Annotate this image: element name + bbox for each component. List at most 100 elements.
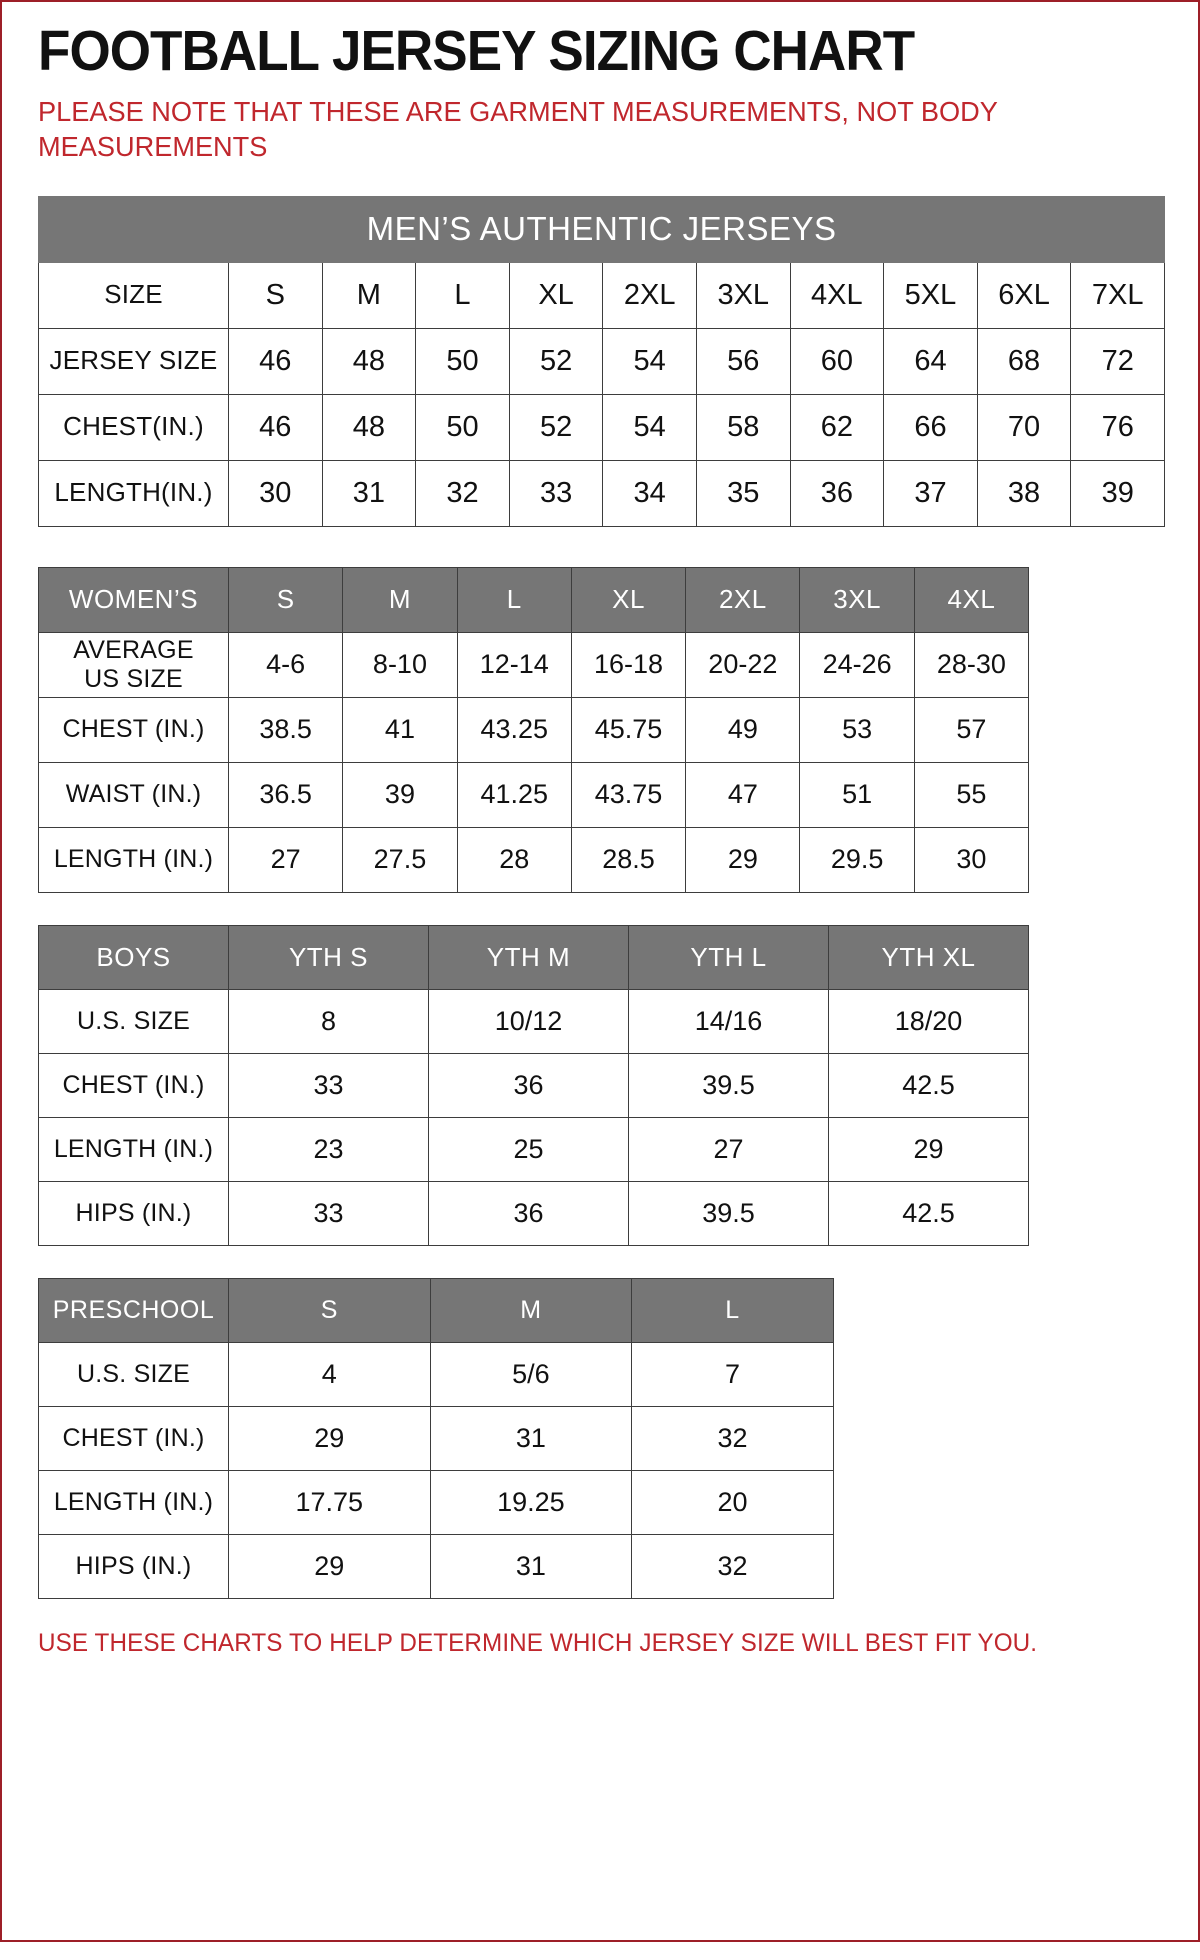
table-cell: 41.25 <box>456 761 572 828</box>
table-cell: 31 <box>429 1533 633 1599</box>
mens-col-6xl: 6XL <box>976 261 1072 329</box>
table-cell: 36 <box>789 459 885 527</box>
womens-row-label-chest: CHEST (IN.) <box>38 696 229 763</box>
table-cell: 30 <box>913 826 1030 893</box>
boys-sizing-table: BOYS YTH S YTH M YTH L YTH XL U.S. SIZE … <box>38 924 1029 1246</box>
table-cell: 66 <box>883 393 978 461</box>
mens-column-header-row: SIZE S M L XL 2XL 3XL 4XL 5XL 6XL 7XL <box>38 261 1166 329</box>
table-cell: 52 <box>508 327 604 395</box>
mens-col-xl: XL <box>508 261 604 329</box>
boys-col-yth-l: YTH L <box>628 924 829 990</box>
preschool-col-s: S <box>228 1277 431 1343</box>
table-cell: 24-26 <box>799 631 915 698</box>
table-row: JERSEY SIZE 46 48 50 52 54 56 60 64 68 7… <box>38 327 1166 395</box>
table-cell: 54 <box>602 393 697 461</box>
table-row: LENGTH (IN.) 17.75 19.25 20 <box>38 1469 834 1535</box>
preschool-sizing-table: PRESCHOOL S M L U.S. SIZE 4 5/6 7 CHEST … <box>38 1277 834 1599</box>
table-cell: 51 <box>799 761 915 828</box>
womens-col-xl: XL <box>570 566 687 633</box>
table-cell: 29 <box>228 1533 431 1599</box>
womens-col-2xl: 2XL <box>685 566 801 633</box>
table-cell: 5/6 <box>429 1341 633 1407</box>
boys-row-header-label: BOYS <box>38 924 229 990</box>
table-cell: 39.5 <box>628 1180 829 1246</box>
table-cell: 32 <box>631 1405 834 1471</box>
table-cell: 57 <box>913 696 1030 763</box>
table-cell: 16-18 <box>570 631 687 698</box>
boys-table-body: BOYS YTH S YTH M YTH L YTH XL U.S. SIZE … <box>38 924 1029 1246</box>
table-cell: 33 <box>508 459 604 527</box>
table-cell: 50 <box>415 327 510 395</box>
preschool-row-label-hips: HIPS (IN.) <box>38 1533 229 1599</box>
womens-row-label-average-us-size: AVERAGE US SIZE <box>38 631 229 698</box>
boys-row-label-chest: CHEST (IN.) <box>38 1052 229 1118</box>
table-cell: 53 <box>799 696 915 763</box>
table-cell: 36 <box>428 1180 629 1246</box>
boys-column-header-row: BOYS YTH S YTH M YTH L YTH XL <box>38 924 1029 990</box>
footer-note: USE THESE CHARTS TO HELP DETERMINE WHICH… <box>38 1628 1038 1657</box>
womens-table-wrapper: WOMEN’S S M L XL 2XL 3XL 4XL AVERAGE US S… <box>38 566 1198 893</box>
label-line-2: US SIZE <box>84 664 183 693</box>
womens-row-header-label: WOMEN’S <box>38 566 229 633</box>
table-row: LENGTH(IN.) 30 31 32 33 34 35 36 37 38 3… <box>38 459 1166 527</box>
preschool-row-header-label: PRESCHOOL <box>38 1277 229 1343</box>
table-cell: 39 <box>342 761 458 828</box>
table-row: HIPS (IN.) 29 31 32 <box>38 1533 834 1599</box>
table-cell: 10/12 <box>428 988 629 1054</box>
boys-row-label-us-size: U.S. SIZE <box>38 988 229 1054</box>
table-cell: 32 <box>415 459 510 527</box>
mens-col-7xl: 7XL <box>1070 261 1166 329</box>
table-cell: 29 <box>685 826 801 893</box>
table-cell: 37 <box>883 459 978 527</box>
preschool-table-wrapper: PRESCHOOL S M L U.S. SIZE 4 5/6 7 CHEST … <box>38 1277 1198 1599</box>
table-cell: 48 <box>321 327 417 395</box>
mens-col-l: L <box>415 261 510 329</box>
womens-col-s: S <box>227 566 344 633</box>
table-cell: 58 <box>695 393 791 461</box>
boys-col-yth-s: YTH S <box>228 924 429 990</box>
preschool-column-header-row: PRESCHOOL S M L <box>38 1277 834 1343</box>
boys-row-label-length: LENGTH (IN.) <box>38 1116 229 1182</box>
table-cell: 47 <box>685 761 801 828</box>
womens-sizing-table: WOMEN’S S M L XL 2XL 3XL 4XL AVERAGE US S… <box>38 566 1030 893</box>
mens-col-4xl: 4XL <box>789 261 885 329</box>
table-cell: 20 <box>631 1469 834 1535</box>
table-cell: 56 <box>695 327 791 395</box>
preschool-row-label-length: LENGTH (IN.) <box>38 1469 229 1535</box>
table-cell: 48 <box>321 393 417 461</box>
preschool-row-label-chest: CHEST (IN.) <box>38 1405 229 1471</box>
table-cell: 17.75 <box>228 1469 431 1535</box>
mens-row-label-chest: CHEST(IN.) <box>38 393 229 461</box>
table-cell: 70 <box>976 393 1072 461</box>
table-row: AVERAGE US SIZE 4-6 8-10 12-14 16-18 20-2… <box>38 631 1030 698</box>
mens-table-body: MEN’S AUTHENTIC JERSEYS SIZE S M L XL 2X… <box>37 195 1166 527</box>
table-cell: 34 <box>602 459 697 527</box>
table-cell: 28-30 <box>913 631 1030 698</box>
table-cell: 32 <box>631 1533 834 1599</box>
table-cell: 76 <box>1070 393 1166 461</box>
table-cell: 36.5 <box>227 761 344 828</box>
sizing-chart-page: FOOTBALL JERSEY SIZING CHART PLEASE NOTE… <box>2 21 1198 1960</box>
womens-row-label-length: LENGTH (IN.) <box>38 826 229 893</box>
mens-col-2xl: 2XL <box>602 261 697 329</box>
mens-sizing-table: MEN’S AUTHENTIC JERSEYS SIZE S M L XL 2X… <box>37 195 1166 527</box>
table-row: CHEST (IN.) 38.5 41 43.25 45.75 49 53 57 <box>38 696 1030 763</box>
table-cell: 31 <box>321 459 417 527</box>
table-cell: 46 <box>228 327 323 395</box>
womens-col-3xl: 3XL <box>799 566 915 633</box>
table-cell: 33 <box>228 1052 429 1118</box>
table-cell: 27.5 <box>342 826 458 893</box>
mens-col-m: M <box>321 261 417 329</box>
mens-banner-row: MEN’S AUTHENTIC JERSEYS <box>37 195 1166 263</box>
table-cell: 42.5 <box>828 1052 1029 1118</box>
table-row: LENGTH (IN.) 23 25 27 29 <box>38 1116 1029 1182</box>
mens-col-3xl: 3XL <box>695 261 791 329</box>
table-row: U.S. SIZE 4 5/6 7 <box>38 1341 834 1407</box>
table-cell: 60 <box>789 327 885 395</box>
womens-col-l: L <box>456 566 572 633</box>
table-row: HIPS (IN.) 33 36 39.5 42.5 <box>38 1180 1029 1246</box>
label-line-1: AVERAGE <box>73 636 194 665</box>
preschool-row-label-us-size: U.S. SIZE <box>38 1341 229 1407</box>
table-cell: 12-14 <box>456 631 572 698</box>
preschool-col-m: M <box>429 1277 633 1343</box>
